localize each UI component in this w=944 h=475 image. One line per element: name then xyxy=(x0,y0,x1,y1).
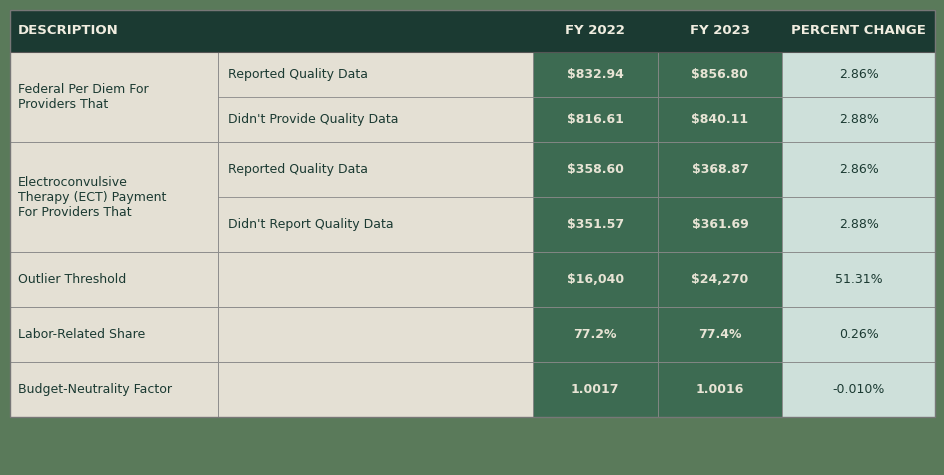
Bar xyxy=(782,362,934,417)
Bar xyxy=(782,307,934,362)
Bar xyxy=(10,307,218,362)
Bar xyxy=(10,142,218,252)
Bar xyxy=(218,142,532,252)
Text: $358.60: $358.60 xyxy=(566,163,623,176)
Text: 77.4%: 77.4% xyxy=(698,328,741,341)
Bar xyxy=(532,362,657,417)
Bar xyxy=(10,362,218,417)
Text: $832.94: $832.94 xyxy=(566,68,623,81)
Text: FY 2022: FY 2022 xyxy=(565,25,624,38)
Bar xyxy=(532,142,657,197)
Bar xyxy=(782,52,934,97)
Text: $840.11: $840.11 xyxy=(691,113,748,126)
Text: -0.010%: -0.010% xyxy=(832,383,884,396)
Text: Labor-Related Share: Labor-Related Share xyxy=(18,328,145,341)
Text: PERCENT CHANGE: PERCENT CHANGE xyxy=(790,25,925,38)
Text: 2.88%: 2.88% xyxy=(838,113,878,126)
Text: 2.88%: 2.88% xyxy=(838,218,878,231)
Text: $368.87: $368.87 xyxy=(691,163,748,176)
Text: Reported Quality Data: Reported Quality Data xyxy=(228,163,368,176)
Text: 2.86%: 2.86% xyxy=(838,163,878,176)
Bar xyxy=(10,10,934,417)
Bar xyxy=(532,52,657,97)
Bar xyxy=(218,52,532,142)
Text: $24,270: $24,270 xyxy=(691,273,748,286)
Text: 1.0016: 1.0016 xyxy=(695,383,743,396)
Text: FY 2023: FY 2023 xyxy=(689,25,750,38)
Text: Electroconvulsive
Therapy (ECT) Payment
For Providers That: Electroconvulsive Therapy (ECT) Payment … xyxy=(18,175,166,218)
Text: Reported Quality Data: Reported Quality Data xyxy=(228,68,368,81)
Text: Didn't Provide Quality Data: Didn't Provide Quality Data xyxy=(228,113,398,126)
Bar xyxy=(532,252,657,307)
Text: Budget-Neutrality Factor: Budget-Neutrality Factor xyxy=(18,383,172,396)
Bar xyxy=(218,307,532,362)
Text: 77.2%: 77.2% xyxy=(573,328,616,341)
Bar xyxy=(782,97,934,142)
Text: DESCRIPTION: DESCRIPTION xyxy=(18,25,119,38)
Text: Outlier Threshold: Outlier Threshold xyxy=(18,273,126,286)
Text: 51.31%: 51.31% xyxy=(834,273,882,286)
Bar xyxy=(532,307,657,362)
Text: $856.80: $856.80 xyxy=(691,68,748,81)
Bar xyxy=(657,52,782,97)
Bar xyxy=(782,142,934,197)
Text: $361.69: $361.69 xyxy=(691,218,748,231)
Bar xyxy=(782,197,934,252)
Bar xyxy=(657,197,782,252)
Bar xyxy=(782,252,934,307)
Bar xyxy=(532,197,657,252)
Text: $816.61: $816.61 xyxy=(566,113,623,126)
Bar xyxy=(10,10,934,52)
Text: Federal Per Diem For
Providers That: Federal Per Diem For Providers That xyxy=(18,83,148,111)
Bar xyxy=(657,97,782,142)
Text: $351.57: $351.57 xyxy=(565,218,623,231)
Bar xyxy=(657,307,782,362)
Text: Didn't Report Quality Data: Didn't Report Quality Data xyxy=(228,218,394,231)
Bar xyxy=(657,252,782,307)
Bar xyxy=(657,362,782,417)
Bar xyxy=(10,52,218,142)
Text: 1.0017: 1.0017 xyxy=(570,383,618,396)
Text: $16,040: $16,040 xyxy=(565,273,623,286)
Bar xyxy=(657,142,782,197)
Bar xyxy=(218,362,532,417)
Text: 2.86%: 2.86% xyxy=(838,68,878,81)
Bar xyxy=(218,252,532,307)
Bar xyxy=(532,97,657,142)
Bar xyxy=(10,252,218,307)
Text: 0.26%: 0.26% xyxy=(838,328,878,341)
